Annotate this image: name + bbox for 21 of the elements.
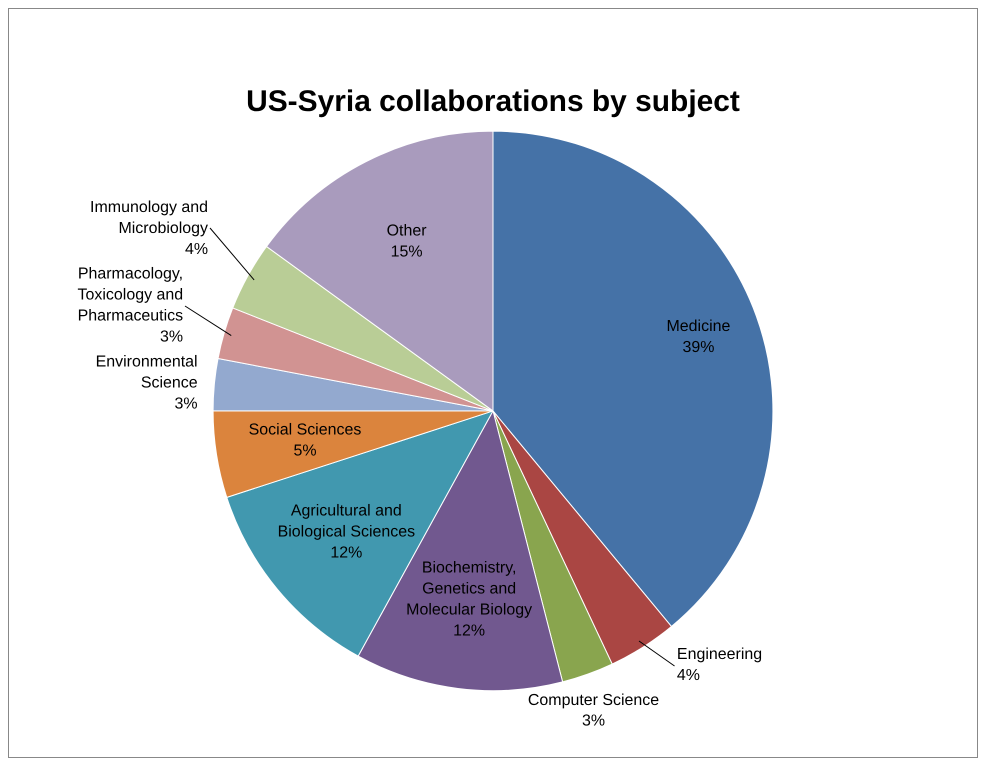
data-label: 12% (330, 544, 362, 562)
data-label: 3% (174, 395, 198, 412)
data-label: 3% (160, 328, 184, 346)
slice-label: Computer Science (528, 692, 660, 709)
data-label: 4% (184, 240, 208, 258)
slice-label: Biochemistry, Genetics and Molecular Biology (406, 560, 532, 619)
data-label: 4% (676, 666, 700, 684)
slice-label: Medicine (666, 318, 730, 335)
slice-label: Agricultural and Biological Sciences (278, 502, 416, 541)
slice-label: Social Sciences (248, 422, 362, 439)
slice-label: Other (386, 222, 428, 240)
slice-label: Environmental Science (96, 353, 198, 392)
data-label: 5% (293, 442, 317, 460)
slice-label: Immunology and Microbiology (90, 198, 208, 237)
data-label: 12% (453, 622, 486, 640)
data-label: 3% (582, 712, 606, 730)
data-label: 15% (390, 243, 423, 260)
data-label: 39% (682, 338, 714, 356)
slice-label: Engineering (676, 646, 762, 663)
chart-title: US-Syria collaborations by subject (246, 85, 740, 118)
slice-label: Pharmacology, Toxicology and Pharmaceutics (78, 266, 184, 325)
